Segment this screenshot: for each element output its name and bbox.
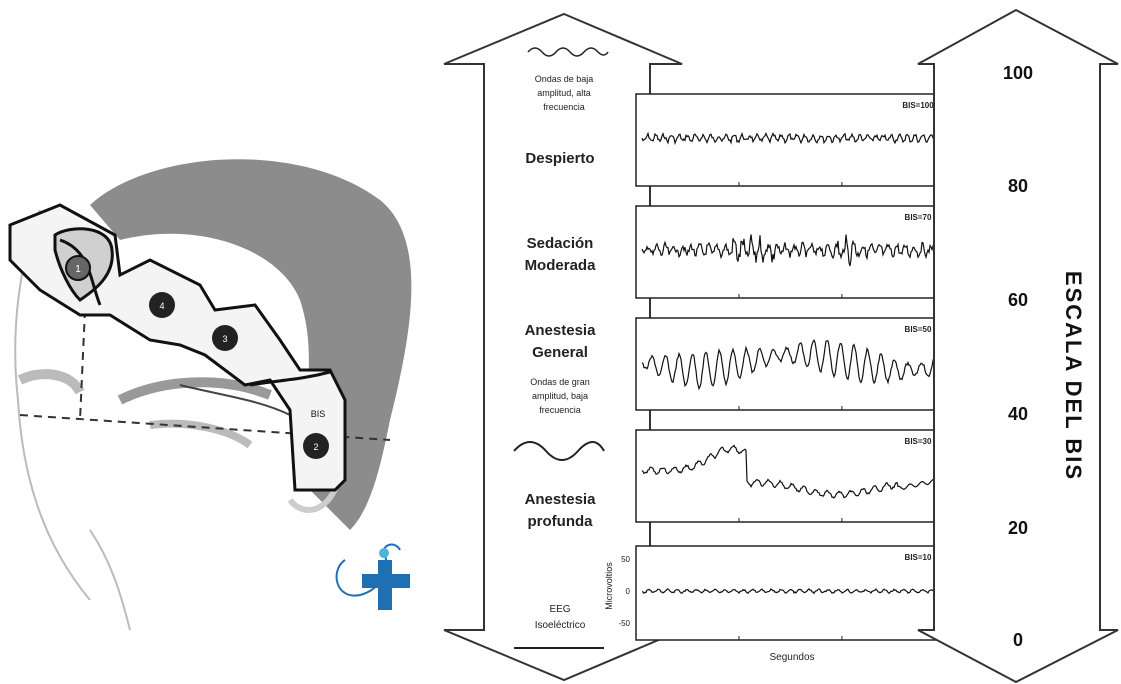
svg-text:3: 3 — [222, 334, 227, 344]
state-label-anestesia-profunda-2: profunda — [528, 513, 594, 530]
eeg-trace — [642, 588, 943, 595]
svg-text:EEG: EEG — [549, 604, 570, 615]
eeg-panel: BIS=30 — [635, 429, 949, 523]
scale-tick-100: 100 — [1003, 63, 1033, 83]
svg-text:frecuencia: frecuencia — [543, 102, 585, 112]
y-axis-label: Microvoltios — [604, 562, 614, 610]
state-label-moderada: Moderada — [525, 257, 597, 274]
scale-tick-60: 60 — [1008, 290, 1028, 310]
logo-cross — [362, 560, 410, 610]
bis-value-label: BIS=50 — [905, 325, 932, 334]
state-label-sedacion: Sedación — [527, 235, 594, 252]
low-frequency-wave-icon — [513, 441, 605, 461]
svg-text:frecuencia: frecuencia — [539, 405, 581, 415]
eeg-trace — [641, 338, 943, 391]
bis-value-label: BIS=10 — [905, 553, 932, 562]
eeg-trace — [641, 444, 943, 499]
bis-value-label: BIS=30 — [905, 437, 932, 446]
cheek-line — [179, 384, 291, 416]
eye-shadow-2 — [149, 419, 253, 449]
high-frequency-caption: Ondas de baja amplitud, alta frecuencia — [535, 74, 594, 112]
scale-tick-20: 20 — [1008, 518, 1028, 538]
right-double-arrow — [917, 8, 1119, 684]
electrode-2: 2 — [303, 433, 329, 459]
bis-value-label: BIS=70 — [905, 213, 932, 222]
state-label-despierto: Despierto — [525, 150, 594, 167]
svg-text:1: 1 — [75, 264, 81, 275]
electrode-1: 1 — [65, 255, 91, 281]
eeg-trace — [641, 131, 943, 146]
eeg-panel: BIS=100 — [635, 93, 949, 187]
scale-title: ESCALA DEL BIS — [1061, 271, 1086, 481]
svg-text:4: 4 — [159, 301, 164, 311]
sensor-label: BIS — [311, 409, 326, 419]
state-label-anestesia-profunda-1: Anestesia — [525, 491, 597, 508]
eeg-panel: BIS=70 — [635, 205, 949, 299]
eeg-panel-frame — [635, 545, 949, 641]
eeg-panel-frame — [635, 317, 949, 411]
neck-outline — [89, 529, 131, 631]
eyebrow — [117, 377, 272, 405]
eeg-panels: BIS=100 BIS=70 BIS=50 BIS=30 BIS=10 — [635, 93, 949, 641]
state-label-anestesia-general-1: Anestesia — [525, 322, 597, 339]
scale-tick-80: 80 — [1008, 176, 1028, 196]
low-frequency-caption: Ondas de gran amplitud, baja frecuencia — [530, 377, 590, 415]
x-axis-label: Segundos — [769, 652, 814, 663]
isoelectric-caption: EEG Isoeléctrico — [535, 604, 586, 631]
state-label-anestesia-general-2: General — [532, 344, 588, 361]
y-tick-50: 50 — [621, 555, 630, 564]
svg-text:amplitud, baja: amplitud, baja — [532, 391, 588, 401]
eeg-panel: BIS=10 — [635, 545, 949, 641]
svg-text:Isoeléctrico: Isoeléctrico — [535, 620, 586, 631]
medical-cross-logo — [335, 543, 410, 610]
eeg-trace — [641, 234, 943, 267]
svg-text:amplitud, alta: amplitud, alta — [537, 88, 591, 98]
electrode-3: 3 — [212, 325, 238, 351]
eye-shadow — [17, 369, 85, 395]
eeg-panel: BIS=50 — [635, 317, 949, 411]
dashed-line-vertical — [79, 309, 86, 421]
scale-tick-0: 0 — [1013, 630, 1023, 650]
bis-value-label: BIS=100 — [902, 101, 934, 110]
svg-text:Ondas de gran: Ondas de gran — [530, 377, 590, 387]
electrode-4: 4 — [149, 292, 175, 318]
svg-text:Ondas de baja: Ondas de baja — [535, 74, 594, 84]
logo-dot — [379, 548, 389, 558]
eeg-panel-frame — [635, 429, 949, 523]
high-frequency-wave-icon — [527, 47, 609, 57]
head-illustration: 1 4 3 2 BIS — [8, 159, 412, 631]
y-tick-0: 0 — [626, 587, 631, 596]
svg-text:2: 2 — [313, 442, 318, 452]
y-tick-minus-50: -50 — [618, 619, 630, 628]
scale-tick-40: 40 — [1008, 404, 1028, 424]
left-double-arrow — [443, 12, 683, 682]
